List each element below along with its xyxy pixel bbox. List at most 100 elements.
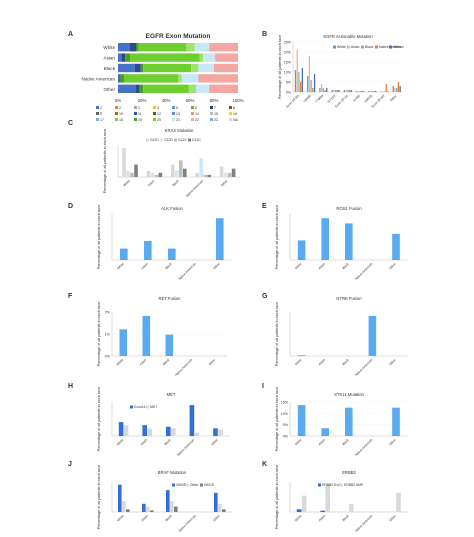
y-axis-label: Percentage of all patients in each race [278, 35, 282, 100]
bar [299, 82, 302, 92]
legend-swatch [361, 45, 364, 49]
legend-label: K601E [204, 483, 215, 487]
bar [361, 91, 363, 92]
bar-segment-19 [143, 84, 189, 93]
bar [126, 509, 130, 512]
legend-swatch [340, 483, 343, 487]
y-tick-label: 0% [283, 435, 289, 439]
legend-label: 18 [119, 118, 123, 122]
bar [392, 86, 394, 92]
chart-title: ALK Fusion [161, 206, 183, 211]
legend-swatch [210, 112, 213, 115]
bar-segment-2 [119, 74, 121, 83]
chart-title: NTRK Fusion [336, 296, 362, 301]
x-tick-label: Black [341, 514, 350, 523]
legend-swatch [134, 106, 137, 109]
x-tick-label: Asian [140, 262, 149, 271]
legend-label: ERBB2 AMP [344, 483, 364, 487]
y-tick-label: 0% [105, 355, 111, 359]
bar [357, 91, 359, 92]
chart-title: MET [167, 392, 176, 397]
bar-segment-2 [121, 53, 126, 62]
bar [120, 248, 128, 260]
bar [322, 88, 325, 92]
bar [362, 91, 365, 92]
legend-label: 16 [233, 112, 237, 116]
panel-G: G NTRK Fusion Percentage of all patients i… [262, 293, 408, 377]
legend-swatch [210, 118, 213, 121]
bar [375, 91, 377, 92]
y-tick-label: 0% [286, 91, 292, 95]
x-tick-label: 80% [210, 98, 219, 103]
legend-label: 2 [119, 106, 121, 110]
x-tick-label: White [294, 262, 303, 271]
bar [170, 501, 174, 512]
bar [171, 164, 175, 177]
bar [385, 84, 387, 92]
chart-title: ERBB2 [342, 470, 356, 475]
bar-segment-20 [191, 63, 199, 73]
x-tick-label: Black [163, 438, 172, 447]
bar-segment-2 [130, 43, 136, 52]
bar-segment-20 [199, 53, 204, 62]
legend-label: 9 [100, 112, 102, 116]
bar [168, 248, 176, 260]
legend-swatch [134, 112, 137, 115]
x-tick-label: 40% [162, 98, 171, 103]
bar [134, 164, 138, 177]
x-tick-label: T790M [314, 94, 324, 104]
panel-letter: B [262, 31, 267, 38]
x-tick-label: Native American [354, 514, 373, 533]
bar [368, 91, 370, 92]
bar [183, 168, 187, 177]
panel-letter: G [262, 293, 268, 300]
legend-label: 7 [214, 106, 216, 110]
bar-segment-2 [136, 84, 140, 93]
bar [369, 91, 372, 92]
x-tick-label: Black [171, 179, 180, 188]
y-axis-label: Percentage of all patients in each race [97, 205, 101, 270]
legend-swatch [134, 118, 137, 121]
x-tick-label: White [294, 438, 303, 447]
bar [312, 88, 314, 92]
x-tick-label: Native American [177, 514, 196, 533]
bar [380, 91, 382, 92]
bar [118, 422, 124, 436]
bar [320, 510, 325, 512]
bar-segment-19 [124, 74, 178, 83]
bar-segment-21 [194, 43, 210, 52]
legend-label: 1 [100, 106, 102, 110]
bar [350, 90, 352, 92]
y-tick-label: 5% [286, 81, 292, 85]
legend-swatch [229, 118, 232, 121]
legend-label: 12 [157, 112, 161, 116]
bar [118, 484, 122, 512]
bar [396, 88, 398, 92]
bar-segment-1 [118, 63, 135, 73]
x-tick-label: Native American [177, 262, 196, 281]
x-tick-label: Native American [176, 438, 195, 457]
bar [126, 170, 130, 177]
bar [144, 240, 152, 260]
legend-label: V600E [176, 483, 187, 487]
x-tick-label: White [116, 358, 125, 367]
panel-letter: D [68, 203, 73, 210]
bar-segment-1 [118, 53, 122, 62]
x-tick-label: White [294, 358, 303, 367]
y-axis-label: Percentage of all patients in each race [103, 129, 107, 194]
y-tick-label: Native American [82, 76, 116, 81]
legend-swatch [146, 138, 149, 142]
bar-segment-20 [186, 43, 195, 52]
legend-swatch [210, 106, 213, 109]
bar [146, 170, 151, 177]
bar [123, 425, 129, 436]
bar [338, 90, 340, 92]
bar [349, 503, 354, 512]
bar [371, 91, 373, 92]
legend-label: 4 [157, 106, 159, 110]
x-tick-label: Asian [147, 179, 156, 188]
x-tick-label: Exon 20 ins [334, 94, 349, 109]
bar-segment-2 [134, 63, 141, 73]
x-tick-label: White [122, 179, 131, 188]
